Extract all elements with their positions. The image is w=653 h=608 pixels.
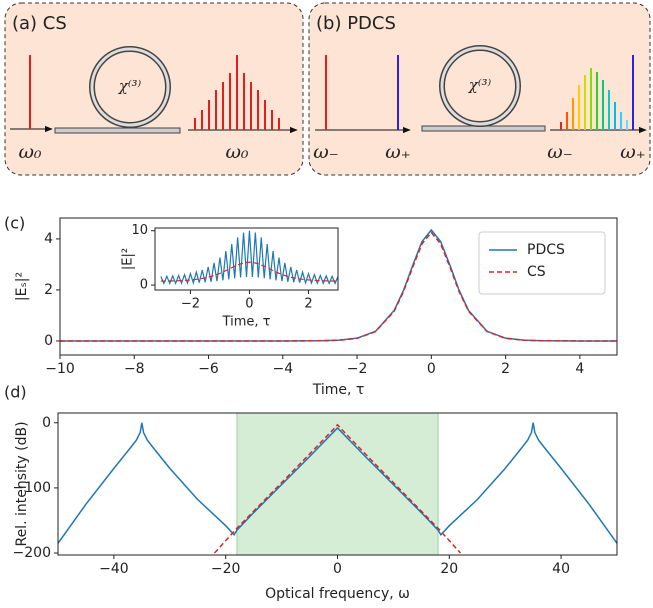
waveguide: [54, 127, 181, 134]
legend-box: [478, 231, 606, 295]
legend-label: CS: [527, 264, 546, 280]
y-axis-label: |Eₛ|²: [14, 272, 30, 301]
ring-label: χ⁽³⁾: [118, 77, 142, 95]
x-tick-label: −2: [347, 361, 368, 377]
series-line: [160, 261, 338, 282]
series-line: [213, 423, 462, 554]
x-tick-label: 0: [427, 361, 436, 377]
y-tick-label: 0: [42, 415, 51, 431]
series-line: [58, 422, 617, 544]
y-tick-label: −100: [13, 480, 51, 496]
x-tick-label: 2: [304, 297, 312, 312]
y-axis-label: |E|²: [121, 248, 136, 270]
series-line: [160, 230, 338, 286]
legend-label: PDCS: [527, 242, 565, 258]
x-tick-label: 40: [552, 561, 570, 577]
freq-label: ω₋: [313, 141, 339, 163]
panel-label: (d): [4, 383, 27, 402]
shaded-band: [236, 412, 439, 556]
series-line: [60, 228, 617, 342]
freq-label: ω₋: [547, 141, 573, 163]
y-axis-label: Rel. intensity (dB): [14, 421, 30, 546]
panel-label: (a) CS: [12, 13, 67, 34]
x-axis-label: Time, τ: [312, 382, 365, 398]
plot-lines: [60, 228, 617, 342]
x-axis-label: Optical frequency, ω: [265, 586, 410, 602]
plot-lines: [58, 422, 617, 554]
x-tick-label: −40: [99, 561, 129, 577]
series-line: [60, 231, 617, 342]
freq-label: ω₊: [385, 141, 411, 163]
x-tick-label: 0: [333, 561, 342, 577]
x-tick-label: 4: [575, 361, 584, 377]
ring: [440, 46, 520, 126]
y-tick-label: 0: [44, 333, 53, 349]
ring-label: χ⁽³⁾: [468, 76, 492, 94]
panel-label: (b) PDCS: [316, 13, 396, 34]
plot-lines: [160, 230, 338, 286]
plot-frame: [59, 217, 618, 356]
freq-label: ω₀: [18, 141, 41, 163]
freq-label: ω₀: [225, 141, 248, 163]
y-tick-label: 4: [44, 231, 53, 247]
plot-background: [58, 413, 617, 555]
y-tick-label: 2: [44, 282, 53, 298]
y-tick-label: 0: [140, 278, 148, 293]
x-axis-label: Time, τ: [222, 315, 271, 330]
x-tick-label: 20: [440, 561, 458, 577]
panel-label: (c): [4, 214, 25, 233]
schematics: (a) CS (b) PDCS χ⁽³⁾ ω₀ ω₀ χ⁽³⁾ ω₋ ω₊ ω₋…: [4, 2, 651, 176]
ring: [90, 47, 170, 127]
x-tick-label: −10: [45, 361, 75, 377]
x-tick-label: 0: [245, 297, 253, 312]
freq-label: ω₊: [620, 141, 646, 163]
y-tick-label: 10: [131, 223, 148, 238]
x-tick-label: −2: [181, 297, 200, 312]
panel-box: [308, 2, 651, 176]
x-tick-label: −4: [272, 361, 293, 377]
plot-frame: [154, 227, 339, 291]
y-tick-label: −200: [13, 545, 51, 561]
x-tick-label: −8: [124, 361, 145, 377]
x-tick-label: −6: [198, 361, 219, 377]
x-tick-label: −20: [211, 561, 241, 577]
x-tick-label: 2: [501, 361, 510, 377]
